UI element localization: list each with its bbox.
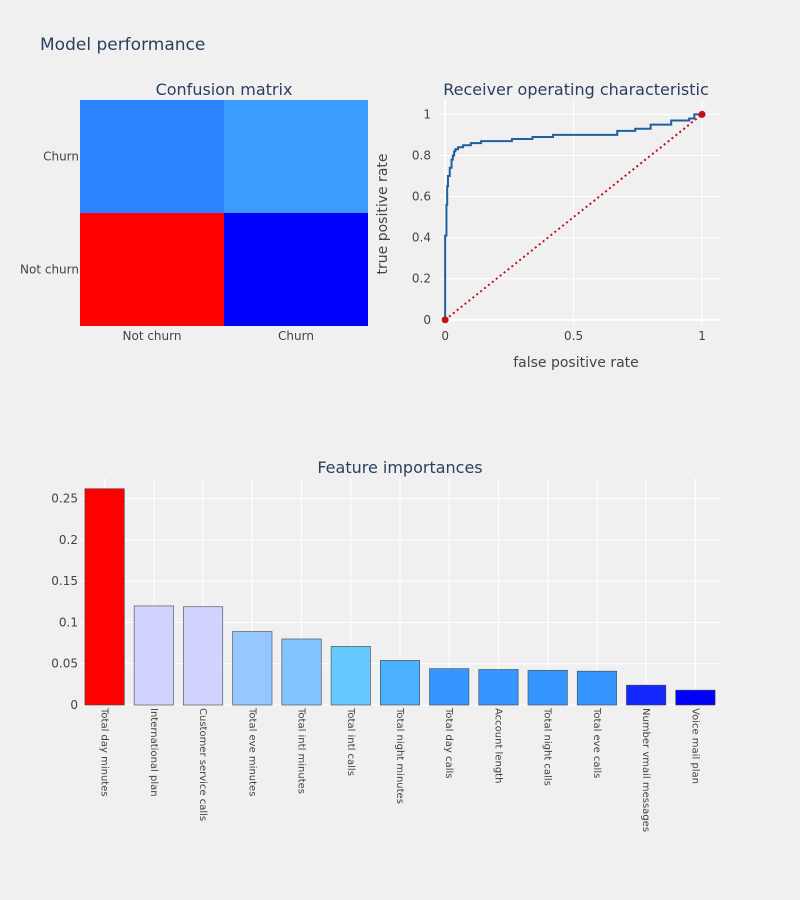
bar-total-day-calls [429,668,470,706]
bar-total-night-calls [527,670,568,706]
bar-number-vmail-messages [626,684,667,706]
fi-y-tick-label: 0.25 [51,492,78,506]
cm-x-tick-label: Churn [278,329,314,343]
cm-y-tick-label: Churn [43,150,79,164]
fi-x-tick-label: Number vmail messages [640,708,651,832]
roc-diagonal-point [441,316,449,324]
figure-title: Model performance [40,35,205,55]
cm-y-tick-label: Not churn [20,263,79,277]
cm-cell-not-churn-churn [224,213,368,326]
roc-y-tick-label: 0.2 [412,272,431,286]
bar-customer-service-calls [183,606,224,706]
cm-cell-not-churn-not-churn [80,213,224,326]
roc-x-tick-label: 1 [698,329,706,343]
roc-y-tick-label: 0 [423,313,431,327]
roc-x-tick-label: 0 [441,329,449,343]
fi-x-tick-label: Total intl calls [345,707,356,776]
fi-y-tick-label: 0 [70,698,78,712]
fi-y-tick-label: 0.05 [51,657,78,671]
roc-y-tick-label: 0.6 [412,190,431,204]
roc-y-tick-label: 1 [423,107,431,121]
bar-total-eve-minutes [232,631,273,706]
fi-x-tick-label: Account length [492,708,503,783]
roc-panel: Receiver operating characteristic 0 0.5 1 0… [375,80,720,371]
fi-y-tick-label: 0.2 [59,533,78,547]
fi-y-tick-label: 0.15 [51,574,78,588]
fi-y-tick-label: 0.1 [59,615,78,629]
fi-x-tick-label: Customer service calls [197,708,208,821]
fi-x-tick-label: Total night minutes [394,707,405,804]
fi-x-tick-label: Voice mail plan [689,708,700,784]
feature-importances-title: Feature importances [317,458,482,477]
fi-x-tick-label: Total intl minutes [296,707,307,794]
fi-x-tick-label: Total night calls [542,707,553,786]
bar-total-day-minutes [84,488,125,706]
cm-x-tick-label: Not churn [123,329,182,343]
roc-y-tick-label: 0.4 [412,231,431,245]
fi-x-tick-label: Total day calls [443,707,454,779]
roc-y-axis-title: true positive rate [375,154,391,275]
fi-x-tick-label: International plan [148,708,159,797]
cm-cell-churn-not-churn [80,100,224,213]
cm-cell-churn-churn [224,100,368,213]
bar-voice-mail-plan [675,689,716,706]
roc-curve [444,113,703,320]
fi-x-tick-label: Total day minutes [99,707,110,797]
roc-x-axis-title: false positive rate [513,355,639,371]
bar-total-intl-calls [330,646,371,706]
bar-account-length [478,669,519,706]
bar-total-night-minutes [380,660,420,706]
feature-importances-panel: Feature importances 0 0.05 0.1 0.15 0.2 0.25 T… [51,458,720,832]
confusion-matrix-title: Confusion matrix [156,80,293,99]
roc-title: Receiver operating characteristic [443,80,709,99]
confusion-matrix-panel: Confusion matrix Not churn Churn Churn Not … [20,80,368,343]
roc-x-tick-label: 0.5 [564,329,583,343]
roc-diagonal-point [698,110,706,118]
bar-international-plan [133,605,174,706]
bar-total-eve-calls [576,670,617,706]
fi-x-tick-label: Total eve minutes [246,707,257,796]
roc-y-tick-label: 0.8 [412,148,431,162]
fi-x-tick-label: Total eve calls [591,707,602,778]
bar-total-intl-minutes [281,638,322,706]
